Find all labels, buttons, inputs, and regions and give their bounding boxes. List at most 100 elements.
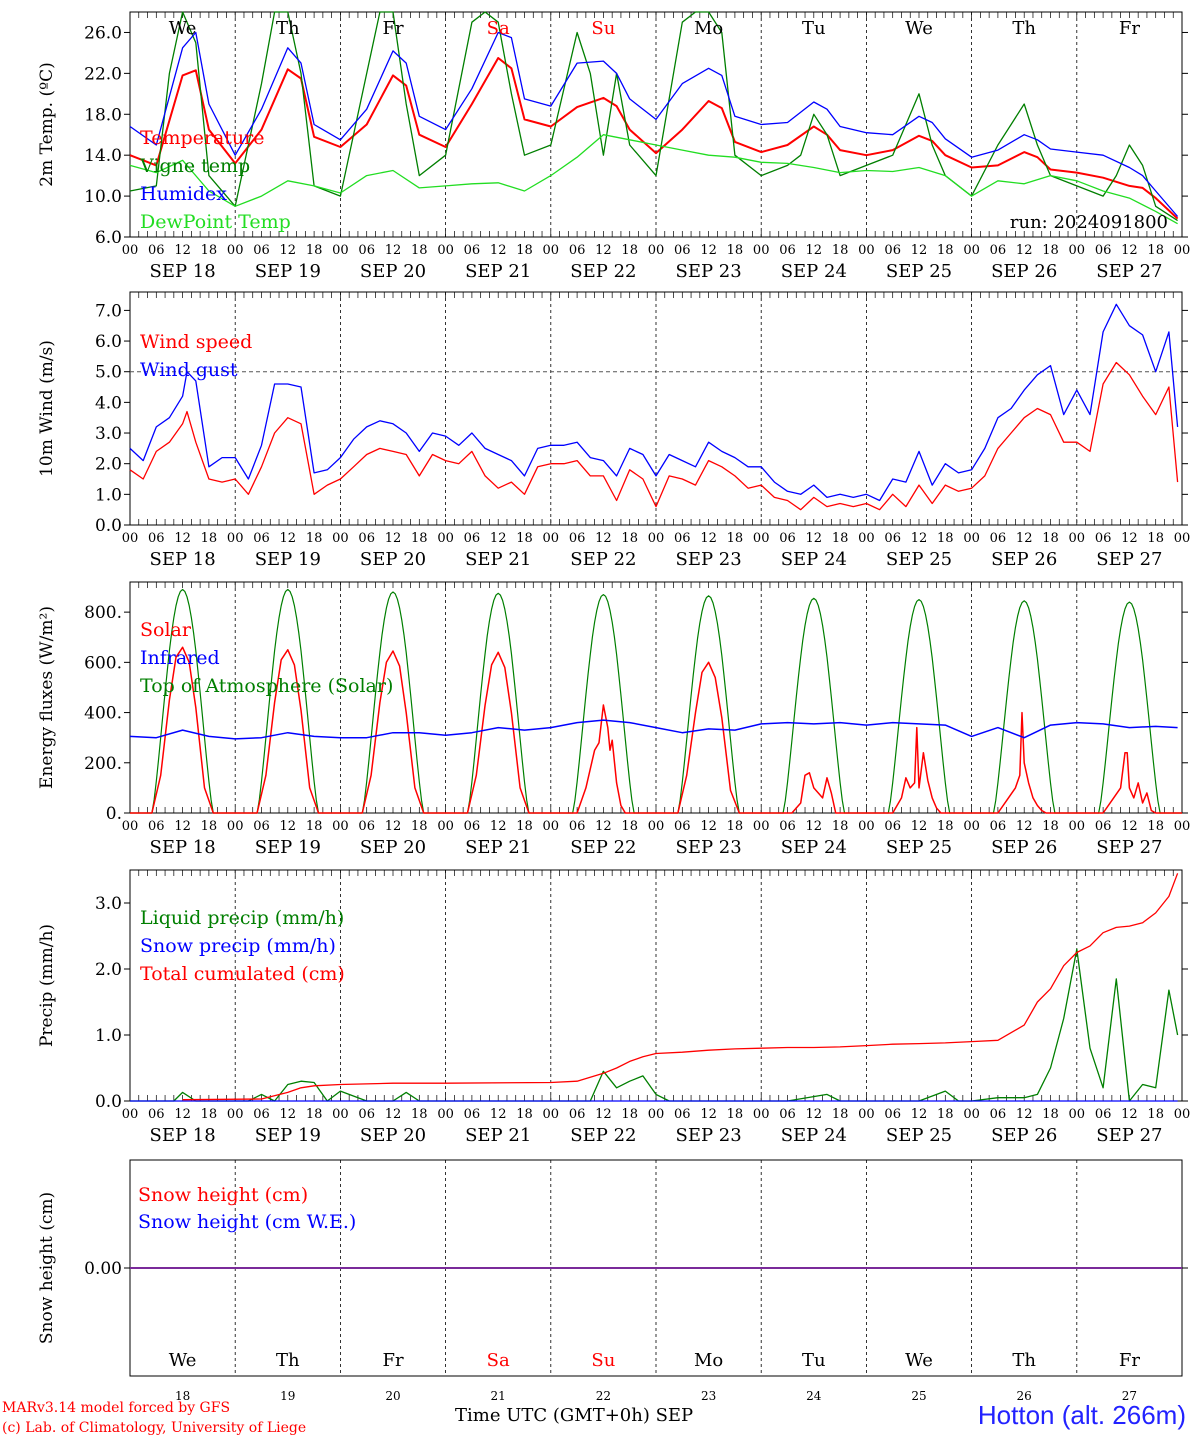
legend-entry: Liquid precip (mm/h) [140, 907, 344, 929]
hour-tick-label: 18 [727, 1107, 744, 1122]
hour-tick-label: 12 [595, 243, 612, 258]
hour-tick-label: 00 [1069, 531, 1086, 546]
y-tick-label: 1.0 [95, 485, 122, 505]
hour-tick-label: 12 [700, 1107, 717, 1122]
date-label: SEP 21 [465, 837, 531, 858]
hour-tick-label: 06 [569, 531, 586, 546]
x-axis-title: Time UTC (GMT+0h) SEP [455, 1405, 694, 1426]
day-number-label: 18 [175, 1389, 190, 1403]
date-label: SEP 19 [255, 261, 321, 282]
legend-entry: Temperature [140, 127, 264, 149]
date-label: SEP 20 [360, 1125, 426, 1146]
hour-tick-label: 00 [543, 819, 560, 834]
hour-tick-label: 18 [201, 819, 218, 834]
y-axis-label: 10m Wind (m/s) [37, 340, 57, 477]
hour-tick-label: 00 [1069, 819, 1086, 834]
hour-tick-label: 18 [621, 531, 638, 546]
hour-tick-label: 00 [1069, 1107, 1086, 1122]
hour-tick-label: 12 [174, 819, 191, 834]
hour-tick-label: 18 [306, 531, 323, 546]
legend-entry: Humidex [140, 183, 227, 205]
hour-tick-label: 18 [832, 531, 849, 546]
hour-tick-label: 00 [648, 531, 665, 546]
hour-tick-label: 06 [990, 531, 1007, 546]
series-line-total-cumulated-cm- [182, 873, 1179, 1101]
hour-tick-label: 00 [543, 1107, 560, 1122]
date-label: SEP 23 [675, 549, 741, 570]
hour-tick-label: 12 [1016, 243, 1033, 258]
y-tick-label: 3.0 [95, 424, 122, 444]
hour-tick-label: 18 [1042, 819, 1059, 834]
date-label: SEP 20 [360, 837, 426, 858]
hour-tick-label: 12 [385, 1107, 402, 1122]
series-line-liquid-precip-mm-h- [130, 948, 1179, 1102]
hour-tick-label: 06 [990, 819, 1007, 834]
day-number-label: 21 [491, 1389, 506, 1403]
hour-tick-label: 00 [122, 819, 139, 834]
hour-tick-label: 12 [911, 1107, 928, 1122]
weekday-label-bottom: Fr [382, 1350, 403, 1371]
hour-tick-label: 18 [1042, 531, 1059, 546]
hour-tick-label: 00 [332, 819, 349, 834]
date-label: SEP 25 [886, 1125, 952, 1146]
date-label: SEP 25 [886, 549, 952, 570]
date-label: SEP 20 [360, 549, 426, 570]
date-label: SEP 21 [465, 549, 531, 570]
date-label: SEP 23 [675, 261, 741, 282]
y-tick-label: 0.0 [95, 1092, 122, 1112]
hour-tick-label: 18 [832, 243, 849, 258]
hour-tick-label: 00 [963, 1107, 980, 1122]
hour-tick-label: 06 [674, 1107, 691, 1122]
hour-tick-label: 18 [727, 531, 744, 546]
day-number-label: 27 [1122, 1389, 1137, 1403]
hour-tick-label: 12 [806, 1107, 823, 1122]
date-label: SEP 24 [781, 837, 847, 858]
hour-tick-label: 00 [437, 1107, 454, 1122]
date-label: SEP 23 [675, 1125, 741, 1146]
hour-tick-label: 00 [437, 243, 454, 258]
hour-tick-label: 18 [411, 531, 428, 546]
y-tick-label: 200. [84, 754, 122, 774]
hour-tick-label: 00 [227, 819, 244, 834]
y-tick-label: 10.0 [84, 187, 122, 207]
hour-tick-label: 12 [595, 1107, 612, 1122]
date-label: SEP 23 [675, 837, 741, 858]
weekday-label-bottom: Th [1012, 1350, 1036, 1371]
hour-tick-label: 18 [306, 1107, 323, 1122]
date-label: SEP 22 [570, 549, 636, 570]
hour-tick-label: 12 [280, 1107, 297, 1122]
date-label: SEP 27 [1096, 261, 1162, 282]
hour-tick-label: 18 [516, 243, 533, 258]
legend-entry: Infrared [140, 647, 220, 669]
hour-tick-label: 00 [332, 243, 349, 258]
hour-tick-label: 00 [963, 243, 980, 258]
hour-tick-label: 00 [858, 1107, 875, 1122]
hour-tick-label: 00 [963, 819, 980, 834]
hour-tick-label: 12 [1121, 1107, 1138, 1122]
hour-tick-label: 06 [148, 531, 165, 546]
hour-tick-label: 00 [858, 243, 875, 258]
model-credit: MARv3.14 model forced by GFS [2, 1400, 231, 1416]
hour-tick-label: 06 [1095, 531, 1112, 546]
hour-tick-label: 18 [1147, 243, 1164, 258]
y-tick-label: 22.0 [84, 64, 122, 84]
hour-tick-label: 12 [490, 531, 507, 546]
series-line-temperature [129, 57, 1179, 220]
series-line-humidex [129, 31, 1179, 217]
weekday-label-bottom: We [905, 1350, 933, 1371]
hour-tick-label: 12 [806, 243, 823, 258]
hour-tick-label: 00 [753, 1107, 770, 1122]
hour-tick-label: 00 [1174, 243, 1191, 258]
toa-solar-line [130, 588, 1182, 814]
weekday-label-bottom: Fr [1119, 1350, 1140, 1371]
hour-tick-label: 12 [806, 531, 823, 546]
weekday-label-top: Sa [487, 18, 510, 39]
solar-line [130, 646, 1182, 814]
y-tick-label: 0.0 [95, 516, 122, 536]
hour-tick-label: 06 [779, 531, 796, 546]
hour-tick-label: 18 [201, 243, 218, 258]
hour-tick-label: 06 [990, 243, 1007, 258]
hour-tick-label: 06 [464, 243, 481, 258]
hour-tick-label: 18 [201, 1107, 218, 1122]
